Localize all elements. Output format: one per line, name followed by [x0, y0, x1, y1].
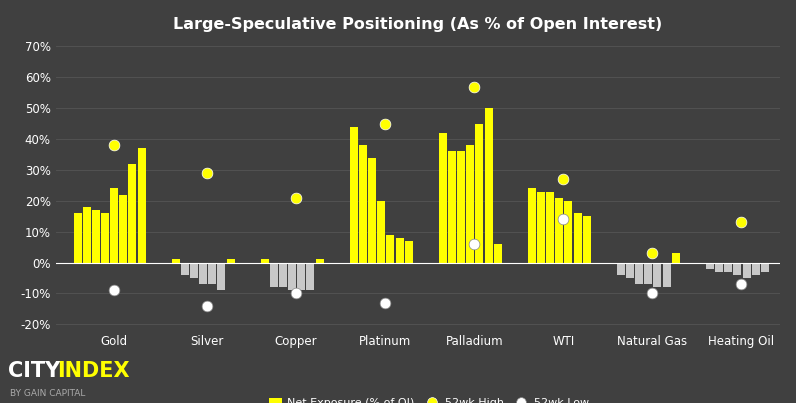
Bar — [128, 164, 136, 262]
Bar — [199, 262, 207, 284]
Bar — [92, 210, 100, 262]
Bar — [617, 262, 625, 275]
Bar — [349, 127, 357, 262]
Bar — [261, 260, 269, 262]
Bar — [564, 201, 572, 262]
Bar — [706, 262, 714, 269]
Bar — [110, 189, 118, 262]
Bar — [583, 216, 591, 262]
Bar — [654, 262, 661, 287]
Bar — [190, 262, 198, 278]
Bar — [270, 262, 278, 287]
Bar — [494, 244, 501, 262]
Bar — [546, 191, 554, 262]
Bar — [209, 262, 217, 284]
Bar — [404, 241, 412, 262]
Bar — [475, 124, 483, 262]
Point — [290, 290, 302, 297]
Text: BY GAIN CAPITAL: BY GAIN CAPITAL — [10, 389, 85, 398]
Bar — [306, 262, 314, 290]
Point — [468, 241, 481, 247]
Point — [290, 195, 302, 201]
Bar — [556, 198, 564, 262]
Bar — [672, 253, 680, 262]
Point — [557, 216, 570, 222]
Bar — [626, 262, 634, 278]
Bar — [574, 213, 582, 262]
Bar — [743, 262, 751, 278]
Bar — [359, 145, 367, 262]
Title: Large-Speculative Positioning (As % of Open Interest): Large-Speculative Positioning (As % of O… — [174, 17, 662, 32]
Point — [646, 290, 659, 297]
Bar — [485, 108, 493, 262]
Bar — [368, 158, 376, 262]
Bar — [662, 262, 671, 287]
Bar — [724, 262, 732, 272]
Bar — [439, 133, 447, 262]
Bar — [466, 145, 474, 262]
Point — [468, 83, 481, 90]
Bar — [733, 262, 741, 275]
Point — [201, 303, 213, 309]
Bar — [119, 195, 127, 262]
Bar — [316, 260, 324, 262]
Bar — [73, 213, 81, 262]
Bar — [138, 148, 146, 262]
Point — [379, 120, 392, 127]
Bar — [386, 235, 394, 262]
Bar — [227, 260, 235, 262]
Bar — [715, 262, 723, 272]
Bar — [528, 189, 536, 262]
Bar — [181, 262, 189, 275]
Point — [735, 219, 747, 226]
Point — [379, 299, 392, 306]
Bar — [396, 238, 404, 262]
Point — [557, 176, 570, 183]
Bar — [537, 191, 545, 262]
Text: CITY: CITY — [8, 361, 60, 381]
Bar — [83, 207, 91, 262]
Bar — [377, 201, 385, 262]
Bar — [635, 262, 643, 284]
Bar — [448, 152, 456, 262]
Point — [107, 142, 120, 148]
Bar — [457, 152, 465, 262]
Bar — [101, 213, 109, 262]
Point — [735, 281, 747, 287]
Point — [107, 287, 120, 293]
Point — [201, 170, 213, 176]
Bar — [761, 262, 769, 272]
Bar — [217, 262, 225, 290]
Point — [646, 250, 659, 257]
Bar — [751, 262, 759, 275]
Bar — [298, 262, 306, 290]
Bar — [644, 262, 653, 284]
Bar — [279, 262, 287, 287]
Legend: Net Exposure (% of OI), 52wk High, 52wk Low: Net Exposure (% of OI), 52wk High, 52wk … — [264, 393, 593, 403]
Bar — [288, 262, 296, 290]
Bar — [172, 260, 180, 262]
Text: INDEX: INDEX — [57, 361, 130, 381]
